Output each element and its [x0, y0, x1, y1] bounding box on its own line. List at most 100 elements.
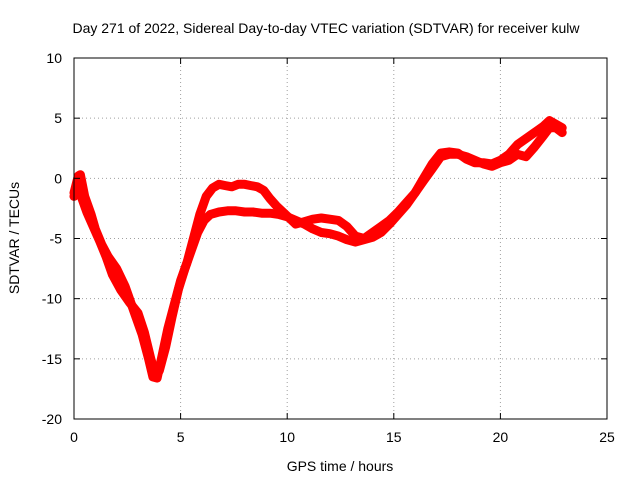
y-tick-label: 10 [46, 50, 62, 66]
y-tick-label: 5 [54, 110, 62, 126]
data-point-marker [342, 222, 351, 231]
data-point-marker [140, 328, 149, 337]
data-point-marker [487, 162, 496, 171]
data-point-marker [125, 298, 134, 307]
data-point-marker [214, 180, 223, 189]
data-point-marker [168, 312, 177, 321]
data-point-marker [325, 215, 334, 224]
data-point-marker [108, 270, 117, 279]
data-point-marker [394, 210, 403, 219]
data-point-marker [470, 156, 479, 165]
x-tick-label: 15 [386, 429, 402, 445]
y-tick-label: -10 [42, 291, 62, 307]
data-point-marker [202, 192, 211, 201]
data-point-marker [545, 116, 554, 125]
data-point-marker [300, 220, 309, 229]
data-point-marker [530, 143, 539, 152]
series-track-b [69, 123, 567, 378]
data-point-marker [180, 264, 189, 273]
data-point-marker [161, 342, 170, 351]
data-point-marker [513, 150, 522, 159]
data-point-marker [558, 128, 567, 137]
data-point-marker [317, 228, 326, 237]
data-point-marker [479, 159, 488, 168]
data-point-marker [200, 216, 209, 225]
data-point-marker [266, 209, 275, 218]
data-point-marker [240, 180, 249, 189]
data-point-marker [539, 132, 548, 141]
x-tick-label: 0 [70, 429, 78, 445]
data-point-marker [253, 182, 262, 191]
data-point-marker [351, 238, 360, 247]
data-point-marker [496, 158, 505, 167]
data-point-marker [232, 206, 241, 215]
x-tick-label: 10 [279, 429, 295, 445]
data-point-marker [133, 309, 142, 318]
data-point-marker [155, 366, 164, 375]
data-point-marker [78, 195, 87, 204]
data-point-marker [411, 188, 420, 197]
data-point-marker [317, 214, 326, 223]
data-point-marker [272, 202, 281, 211]
data-point-marker [334, 232, 343, 241]
data-point-marker [325, 229, 334, 238]
data-point-marker [257, 209, 266, 218]
y-axis-label: SDTVAR / TECUs [6, 182, 22, 294]
data-point-marker [221, 181, 230, 190]
data-point-marker [246, 181, 255, 190]
data-point-marker [74, 183, 83, 192]
data-point-marker [151, 369, 160, 378]
data-point-marker [206, 210, 215, 219]
data-point-marker [76, 170, 85, 179]
data-point-marker [240, 208, 249, 217]
data-point-marker [308, 215, 317, 224]
data-point-marker [462, 152, 471, 161]
y-tick-label: -15 [42, 351, 62, 367]
data-point-marker [146, 354, 155, 363]
data-point-marker [377, 228, 386, 237]
y-tick-label: -20 [42, 411, 62, 427]
data-point-marker [342, 235, 351, 244]
data-point-marker [521, 134, 530, 143]
data-point-marker [521, 152, 530, 161]
data-point-marker [214, 208, 223, 217]
data-point-marker [249, 208, 258, 217]
data-point-marker [530, 128, 539, 137]
data-point-marker [513, 140, 522, 149]
data-point-marker [428, 164, 437, 173]
data-point-marker [453, 150, 462, 159]
data-points [69, 116, 567, 383]
data-point-marker [208, 183, 217, 192]
data-point-marker [551, 123, 560, 132]
x-axis-label: GPS time / hours [287, 458, 394, 474]
data-point-marker [291, 216, 300, 225]
data-point-marker [283, 212, 292, 221]
series-band [69, 123, 567, 378]
data-point-marker [223, 206, 232, 215]
data-point-marker [402, 200, 411, 209]
data-point-marker [359, 235, 368, 244]
data-point-marker [193, 228, 202, 237]
data-point-marker [368, 233, 377, 242]
data-point-marker [419, 176, 428, 185]
data-point-marker [89, 222, 98, 231]
data-point-marker [227, 182, 236, 191]
data-point-marker [385, 220, 394, 229]
data-point-marker [436, 152, 445, 161]
data-point-marker [504, 156, 513, 165]
data-point-marker [195, 210, 204, 219]
x-tick-label: 5 [177, 429, 185, 445]
y-tick-label: 0 [54, 170, 62, 186]
y-tick-label: -5 [50, 231, 63, 247]
data-point-marker [308, 224, 317, 233]
data-point-marker [445, 150, 454, 159]
data-point-marker [82, 208, 91, 217]
data-point-marker [274, 210, 283, 219]
data-point-marker [95, 236, 104, 245]
data-point-marker [266, 194, 275, 203]
data-point-marker [101, 252, 110, 261]
axis-ticks: 0 5 10 15 20 25 -20 -15 -10 -5 0 5 10 [42, 50, 615, 445]
data-point-marker [334, 216, 343, 225]
chart-title: Day 271 of 2022, Sidereal Day-to-day VTE… [72, 20, 580, 36]
